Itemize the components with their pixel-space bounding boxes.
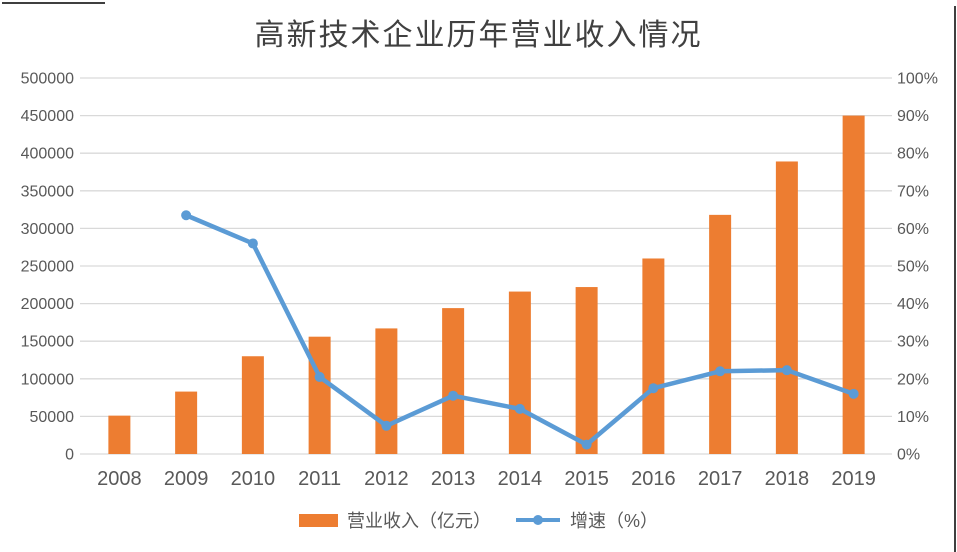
growth-line-point-2012	[381, 420, 392, 431]
x-axis-label-2009: 2009	[164, 468, 209, 490]
chart-title: 高新技术企业历年营业收入情况	[254, 18, 703, 53]
x-axis-label-2014: 2014	[498, 468, 543, 490]
growth-line-point-2009	[181, 210, 192, 221]
bar-2010	[241, 356, 264, 454]
growth-line-point-2018	[781, 365, 792, 376]
x-axis-label-2010: 2010	[231, 468, 276, 490]
left-axis-tick-label: 450000	[21, 108, 74, 125]
left-axis-tick-label: 400000	[21, 146, 74, 163]
bar-2015	[575, 287, 598, 454]
bar-series-swatch	[298, 513, 338, 527]
growth-line-point-2011	[314, 371, 325, 382]
left-axis-tick-label: 250000	[21, 259, 74, 276]
left-axis-tick-label: 50000	[30, 409, 75, 426]
right-axis-tick-label: 0%	[897, 447, 920, 464]
legend-item-revenue: 营业收入（亿元）	[298, 507, 491, 533]
line-series-swatch	[515, 515, 560, 525]
legend-label-revenue: 营业收入（亿元）	[346, 511, 491, 531]
x-axis-label-2012: 2012	[364, 468, 409, 490]
legend-item-growth: 增速（%）	[515, 507, 658, 533]
right-axis-tick-label: 90%	[897, 108, 929, 125]
bar-2014	[508, 291, 531, 454]
x-axis-label-2019: 2019	[831, 468, 876, 490]
growth-line-point-2010	[247, 238, 258, 249]
bar-2011	[308, 336, 331, 454]
growth-line-point-2016	[648, 383, 659, 394]
right-axis-tick-label: 30%	[897, 334, 929, 351]
right-axis-tick-label: 100%	[897, 71, 938, 88]
screenshot-border-right	[954, 6, 956, 552]
x-axis-label-2015: 2015	[564, 468, 609, 490]
bar-2012	[375, 328, 398, 454]
bar-2018	[775, 161, 798, 455]
x-axis-label-2011: 2011	[298, 468, 341, 490]
growth-line-point-2014	[514, 403, 525, 414]
right-axis-tick-label: 60%	[897, 221, 929, 238]
right-axis-tick-label: 10%	[897, 409, 929, 426]
screenshot-border-top	[2, 2, 105, 4]
right-axis-tick-label: 20%	[897, 371, 929, 388]
growth-line-point-2019	[848, 388, 859, 399]
x-axis-label-2016: 2016	[631, 468, 676, 490]
x-axis-label-2013: 2013	[431, 468, 476, 490]
bar-2016	[642, 258, 665, 454]
x-axis-label-2008: 2008	[97, 468, 142, 490]
left-axis-tick-label: 100000	[21, 371, 74, 388]
bar-2008	[108, 415, 131, 454]
bar-2017	[709, 214, 732, 454]
right-axis-tick-label: 80%	[897, 146, 929, 163]
growth-line-point-2017	[715, 366, 726, 377]
legend-label-growth: 增速（%）	[569, 511, 658, 531]
left-axis-tick-label: 500000	[21, 71, 74, 88]
x-axis-label-2017: 2017	[698, 468, 743, 490]
right-axis-tick-label: 70%	[897, 183, 929, 200]
growth-line-point-2013	[448, 390, 459, 401]
bar-2013	[442, 308, 465, 454]
right-axis-tick-label: 50%	[897, 259, 929, 276]
bar-2009	[175, 391, 198, 454]
left-axis-tick-label: 150000	[21, 334, 74, 351]
left-axis-tick-label: 200000	[21, 296, 74, 313]
right-axis-tick-label: 40%	[897, 296, 929, 313]
left-axis-tick-label: 300000	[21, 221, 74, 238]
bar-2019	[842, 115, 865, 454]
left-axis-tick-label: 0	[65, 447, 74, 464]
growth-line-point-2015	[581, 439, 592, 450]
x-axis-label-2018: 2018	[765, 468, 810, 490]
chart-legend: 营业收入（亿元） 增速（%）	[0, 507, 957, 533]
left-axis-tick-label: 350000	[21, 183, 74, 200]
